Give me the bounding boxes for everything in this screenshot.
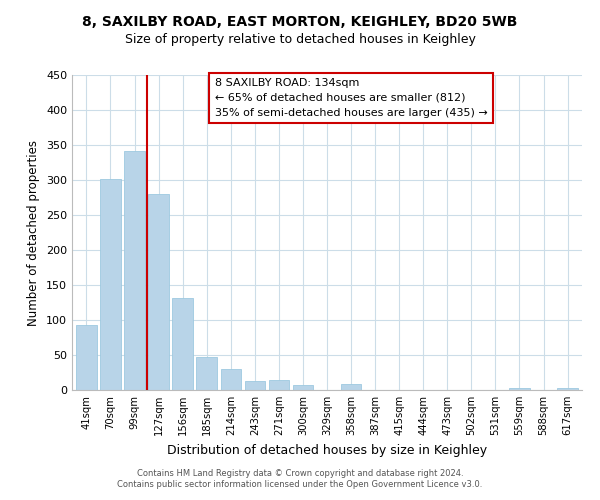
Y-axis label: Number of detached properties: Number of detached properties (28, 140, 40, 326)
Bar (557, 388, 578, 390)
Text: Contains HM Land Registry data © Crown copyright and database right 2024.: Contains HM Land Registry data © Crown c… (137, 468, 463, 477)
Text: 8 SAXILBY ROAD: 134sqm
← 65% of detached houses are smaller (812)
35% of semi-de: 8 SAXILBY ROAD: 134sqm ← 65% of detached… (215, 78, 488, 118)
Bar (293, 385, 313, 390)
Bar (172, 298, 193, 390)
Text: Contains public sector information licensed under the Open Government Licence v3: Contains public sector information licen… (118, 480, 482, 489)
Bar (124, 152, 145, 390)
X-axis label: Distribution of detached houses by size in Keighley: Distribution of detached houses by size … (167, 444, 487, 456)
Bar (509, 388, 530, 390)
Text: 8, SAXILBY ROAD, EAST MORTON, KEIGHLEY, BD20 5WB: 8, SAXILBY ROAD, EAST MORTON, KEIGHLEY, … (82, 15, 518, 29)
Bar (196, 357, 217, 390)
Bar (100, 180, 121, 390)
Bar (341, 384, 361, 390)
Bar (148, 194, 169, 390)
Bar (245, 381, 265, 390)
Bar (221, 369, 241, 390)
Bar (76, 325, 97, 390)
Text: Size of property relative to detached houses in Keighley: Size of property relative to detached ho… (125, 32, 475, 46)
Bar (269, 380, 289, 390)
